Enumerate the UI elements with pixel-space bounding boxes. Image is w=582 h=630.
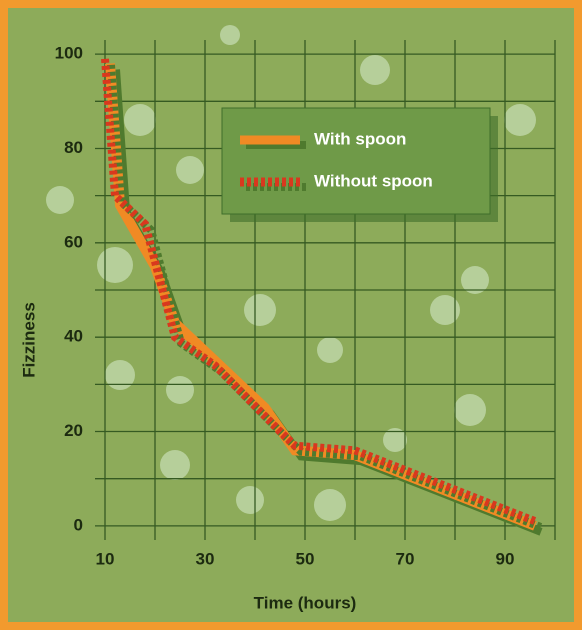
x-tick-label: 50 — [296, 549, 315, 568]
y-tick-label: 80 — [64, 138, 83, 157]
background — [8, 8, 574, 622]
y-tick-label: 100 — [55, 44, 83, 63]
y-tick-label: 40 — [64, 327, 83, 346]
x-tick-label: 90 — [496, 549, 515, 568]
y-axis-label: Fizziness — [19, 302, 38, 378]
y-tick-label: 60 — [64, 232, 83, 251]
y-tick-label: 0 — [74, 515, 83, 534]
legend: With spoon Without spoon — [222, 108, 498, 222]
chart: Fizziness Time (hours) With spoon Without… — [0, 0, 582, 630]
legend-label: With spoon — [314, 129, 406, 148]
y-tick-label: 20 — [64, 421, 83, 440]
x-axis-label: Time (hours) — [254, 593, 357, 612]
x-tick-label: 10 — [96, 549, 115, 568]
x-tick-label: 30 — [196, 549, 215, 568]
x-tick-label: 70 — [396, 549, 415, 568]
legend-label: Without spoon — [314, 171, 433, 190]
